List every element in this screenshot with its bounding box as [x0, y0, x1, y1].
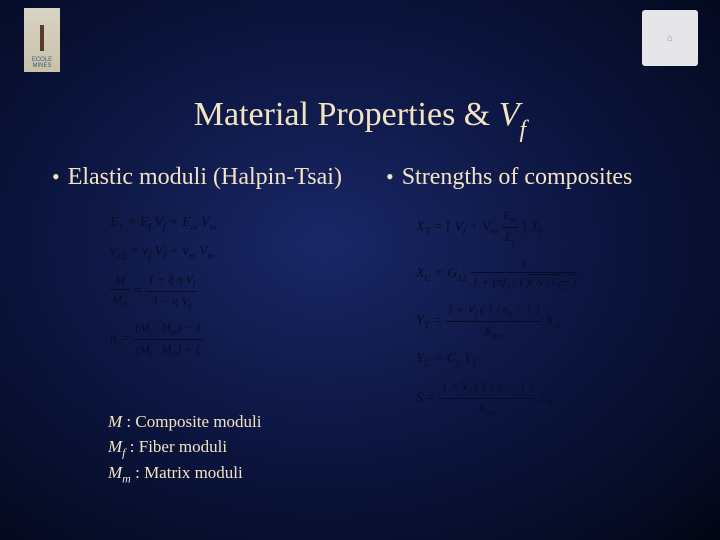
equation-left-0: E1 = Ef Vf + Em Vm	[110, 212, 370, 235]
title-var: V	[499, 96, 520, 133]
equation-left-2: MMm = 1 + ξ η Vf1 − η Vf	[110, 270, 370, 312]
equation-left-3: η = (Mf / Mm) − 1(Mf / Mm) + ξ	[110, 318, 370, 360]
equation-right-3: YC = Cy YT	[416, 348, 696, 371]
bullet-right-text: Strengths of composites	[402, 164, 633, 190]
bullet-right: • Strengths of composites	[386, 164, 632, 191]
equation-right-0: XT = [ Vf + Vm EmEf ] Xf	[416, 206, 696, 248]
equation-left-1: ν12 = νf Vf + νm Vm	[110, 241, 370, 264]
institution-logo-left: ECOLE MINES	[24, 8, 60, 72]
title-prefix: Material Properties &	[194, 96, 499, 133]
bullet-icon: •	[386, 164, 394, 189]
institution-logo-right: ⌂	[642, 10, 698, 66]
bullet-left-text: Elastic moduli (Halpin-Tsai)	[68, 164, 342, 190]
bullet-icon: •	[52, 164, 60, 189]
legend-row-0: M : Composite moduli	[108, 410, 261, 435]
bullet-left: • Elastic moduli (Halpin-Tsai)	[52, 164, 342, 191]
equation-right-1: XC = G12 11 + (πf0 / l )( S / G12 )	[416, 254, 696, 294]
logo-bar-icon	[40, 25, 44, 51]
legend-row-1: Mf : Fiber moduli	[108, 435, 261, 462]
equations-right-column: XT = [ Vf + Vm EmEf ] Xf XC = G12 11 + (π…	[416, 206, 696, 425]
logo-left-text: ECOLE MINES	[24, 57, 60, 69]
equation-right-2: YT = 1 + Vf ( 1 / ηy − 1 )Kmσ Xm	[416, 300, 696, 342]
moduli-legend: M : Composite moduliMf : Fiber moduliMm …	[108, 410, 261, 488]
equation-right-4: S = 1 + Vf ( 1 / ηs − 1 )Kmτ Sm	[416, 377, 696, 419]
legend-row-2: Mm : Matrix moduli	[108, 461, 261, 488]
title-var-sub: f	[520, 117, 527, 143]
equations-left-column: E1 = Ef Vf + Em Vm ν12 = νf Vf + νm Vm MMm…	[110, 212, 370, 367]
slide-title: Material Properties & Vf	[0, 96, 720, 140]
crest-icon: ⌂	[667, 33, 673, 44]
